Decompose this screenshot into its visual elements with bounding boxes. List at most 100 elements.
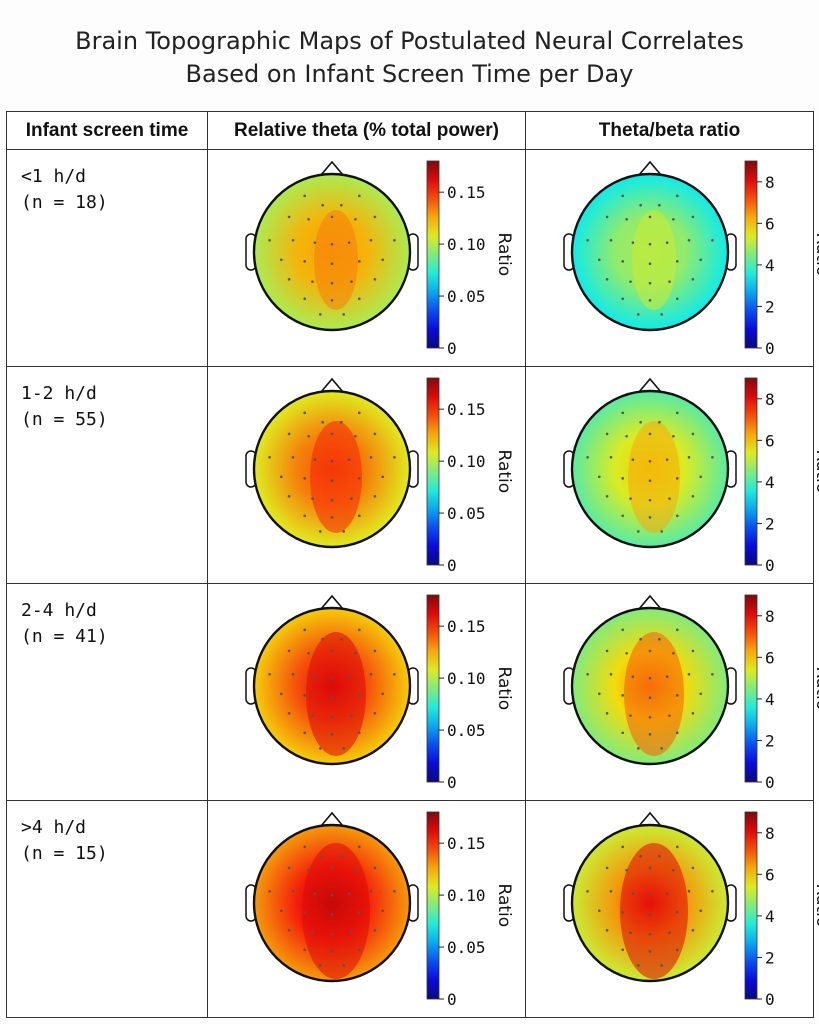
ratio-colorbar-label-0: Ratio <box>812 233 819 277</box>
ratio-electrode-1-2 <box>639 420 642 424</box>
theta-electrode-0-15 <box>393 239 396 242</box>
ratio-electrode-0-30 <box>660 313 663 316</box>
ratio-tick-label-0-4: 0 <box>765 339 775 358</box>
ratio-electrode-0-19 <box>676 260 679 263</box>
theta-electrode-0-25 <box>373 278 377 281</box>
ratio-electrode-0-0 <box>621 194 624 198</box>
ratio-electrode-0-17 <box>621 260 624 263</box>
ratio-electrode-1-10 <box>609 456 613 459</box>
theta-colorbar-2 <box>426 594 440 783</box>
ratio-electrode-1-0 <box>621 411 624 415</box>
theta-electrode-2-7 <box>354 651 357 655</box>
ratio-electrode-2-26 <box>621 731 624 735</box>
theta-nose-shape-1 <box>320 377 344 393</box>
theta-electrode-3-9 <box>268 890 271 893</box>
ratio-electrode-2-1 <box>676 628 679 632</box>
ratio-electrode-0-1 <box>676 194 679 198</box>
ratio-electrode-2-29 <box>637 747 640 750</box>
ratio-electrode-3-4 <box>605 866 609 870</box>
theta-head-outline-0 <box>252 172 412 332</box>
screen-time-row: <1 h/d (n = 18) 0.15 0.10 0.05 0 Ratio 8 6 4 2 0 Rat… <box>6 149 819 367</box>
theta-electrode-2-28 <box>358 731 361 735</box>
theta-head-outline-3 <box>252 823 412 983</box>
ratio-electrode-1-13 <box>665 458 669 461</box>
theta-electrode-0-14 <box>369 239 373 242</box>
ratio-electrode-1-23 <box>648 498 652 502</box>
ratio-tick-label-2-0: 8 <box>765 607 775 626</box>
ratio-electrode-1-7 <box>672 434 675 438</box>
ratio-tick-label-2-1: 6 <box>765 648 775 667</box>
theta-electrode-1-5 <box>307 434 310 438</box>
theta-tick-label-3-3: 0 <box>447 990 457 1009</box>
ratio-electrode-0-22 <box>629 280 632 283</box>
theta-electrode-1-7 <box>354 434 357 438</box>
theta-electrode-2-20 <box>381 692 384 696</box>
theta-electrode-0-24 <box>350 280 353 283</box>
ratio-electrode-0-27 <box>648 299 652 302</box>
theta-midline-hotspot-1 <box>310 421 362 533</box>
theta-electrode-1-30 <box>342 530 345 533</box>
ratio-electrode-3-8 <box>691 866 695 870</box>
theta-electrode-1-17 <box>303 477 306 480</box>
ratio-electrode-2-4 <box>605 649 609 653</box>
theta-electrode-3-6 <box>330 866 334 870</box>
ratio-electrode-2-10 <box>609 673 613 676</box>
ratio-tick-label-3-4: 0 <box>765 990 775 1009</box>
theta-electrode-0-23 <box>330 281 334 285</box>
ratio-midline-hotspot-0 <box>632 210 676 310</box>
theta-electrode-1-0 <box>303 411 306 415</box>
ratio-colorbar-label-3: Ratio <box>812 884 819 928</box>
ratio-head-outline-1 <box>570 389 730 549</box>
row-label-cell: <1 h/d (n = 18) <box>6 149 208 367</box>
theta-colorbar-1 <box>426 377 440 566</box>
ratio-electrode-0-4 <box>605 215 609 219</box>
theta-colorbar-label-1: Ratio <box>494 450 514 494</box>
header-theta-beta-ratio: Theta/beta ratio <box>525 111 814 150</box>
theta-electrode-3-11 <box>313 892 317 895</box>
ratio-colorbar-1 <box>744 377 758 566</box>
ratio-electrode-3-0 <box>621 845 624 849</box>
ratio-electrode-0-12 <box>648 242 652 246</box>
theta-electrode-1-21 <box>287 495 291 498</box>
theta-electrode-1-1 <box>358 411 361 415</box>
theta-tick-label-3-0: 0.15 <box>447 834 486 853</box>
ratio-electrode-3-27 <box>648 950 652 953</box>
theta-electrode-2-3 <box>340 637 343 641</box>
ratio-electrode-2-0 <box>621 628 624 632</box>
theta-electrode-3-2 <box>321 854 324 858</box>
ratio-electrode-3-29 <box>637 964 640 967</box>
ratio-electrode-2-16 <box>598 692 601 696</box>
ratio-electrode-2-20 <box>699 692 702 696</box>
ratio-tick-label-3-3: 2 <box>765 948 775 967</box>
ratio-electrode-0-25 <box>691 278 695 281</box>
ratio-head-outline-2 <box>570 606 730 766</box>
ratio-colorbar-label-2: Ratio <box>812 667 819 711</box>
ratio-midline-hotspot-1 <box>628 421 680 533</box>
ratio-electrode-2-3 <box>658 637 661 641</box>
ratio-electrode-0-13 <box>665 241 669 244</box>
ratio-electrode-3-19 <box>676 911 679 914</box>
theta-colorbar-0 <box>426 160 440 349</box>
ratio-tick-label-3-0: 8 <box>765 824 775 843</box>
theta-electrode-2-25 <box>373 712 377 715</box>
ratio-tick-label-0-1: 6 <box>765 214 775 233</box>
ratio-electrode-2-19 <box>676 694 679 697</box>
theta-colorbar-label-2: Ratio <box>494 667 514 711</box>
theta-electrode-3-26 <box>303 948 306 952</box>
theta-electrode-0-8 <box>373 215 377 219</box>
theta-electrode-3-25 <box>373 929 377 932</box>
theta-tick-label-0-1: 0.10 <box>447 235 486 254</box>
theta-electrode-3-4 <box>287 866 291 870</box>
theta-electrode-2-9 <box>268 673 271 676</box>
ratio-electrode-2-5 <box>625 651 628 655</box>
ratio-electrode-1-29 <box>637 530 640 533</box>
ratio-electrode-2-17 <box>621 694 624 697</box>
sample-size: (n = 18) <box>21 192 108 213</box>
theta-electrode-0-4 <box>287 215 291 219</box>
ratio-tick-label-1-2: 4 <box>765 473 775 492</box>
theta-beta-ratio-map-cell: 8 6 4 2 0 Ratio <box>525 583 819 801</box>
theta-electrode-1-18 <box>330 479 334 482</box>
ratio-electrode-1-9 <box>586 456 589 459</box>
relative-theta-map-cell: 0.15 0.10 0.05 0 Ratio <box>207 583 526 801</box>
theta-electrode-0-2 <box>321 203 324 207</box>
